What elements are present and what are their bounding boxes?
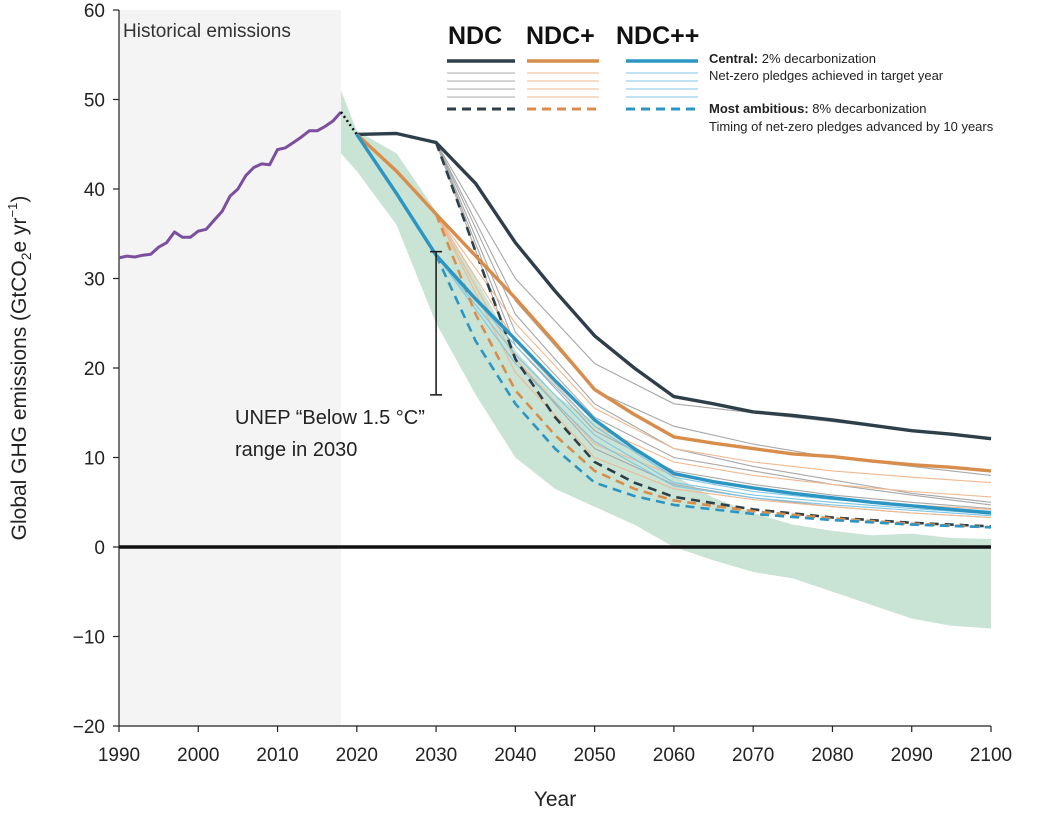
legend-ambitious-text: Most ambitious: 8% decarbonization [709,101,926,116]
legend-central-line2: Net-zero pledges achieved in target year [709,68,944,83]
x-tick-label: 2060 [653,745,695,766]
legend-ndc-plus-title: NDC+ [526,22,595,50]
x-tick-label: 2070 [732,745,774,766]
ndc-central-line [356,131,992,441]
legend-central-text: Central: 2% decarbonization [709,51,876,66]
x-tick-label: 2080 [811,745,853,766]
legend: NDC NDC+ NDC++ Central: 2% decarbonizati… [447,22,994,134]
legend-ndc-title: NDC [448,22,502,50]
x-tick-label: 2030 [415,745,457,766]
unep-band-layer [340,90,991,629]
y-tick-label: 40 [84,180,105,201]
x-tick-label: 2020 [336,745,378,766]
unep-label-line1: UNEP “Below 1.5 °C” [235,407,425,429]
ndc-plus-plus-sensitivity-line [435,254,992,517]
annotation-layer: Historical emissions UNEP “Below 1.5 °C”… [5,21,576,811]
main-series-layer [118,111,992,529]
legend-ndc-plus-plus-title: NDC++ [616,22,699,50]
ndc-sensitivity-line [435,142,992,503]
ndc-plus-plus-sensitivity-line [435,254,992,515]
x-tick-label: 2050 [573,745,615,766]
ndc-plus-sensitivity-line [435,213,992,519]
y-axis-title: Global GHG emissions (GtCO2e yr−1) [5,196,34,541]
y-tick-label: −10 [73,628,105,649]
y-tick-label: 20 [84,359,105,380]
unep-below-1-5-band [340,90,991,629]
ndc-plus-plus-ambitious-line [434,254,992,529]
y-tick-label: 30 [84,270,105,291]
ndc-plus-ambitious-line [434,213,992,529]
x-tick-label: 2000 [177,745,219,766]
unep-label-line2: range in 2030 [235,439,357,461]
x-tick-label: 2010 [256,745,298,766]
historical-emissions-line [118,111,343,260]
sensitivity-lines-layer [435,142,992,519]
ndc-plus-plus-central-line [355,133,992,515]
x-tick-label: 2090 [891,745,933,766]
legend-ambitious-line2: Timing of net-zero pledges advanced by 1… [709,119,994,134]
ndc-sensitivity-line [435,142,992,519]
y-tick-label: 10 [84,449,105,470]
historical-shade-layer [119,10,341,726]
x-tick-label: 2040 [494,745,536,766]
y-tick-label: 60 [84,1,105,22]
ndc-sensitivity-line [435,142,992,506]
x-tick-label: 2100 [970,745,1012,766]
x-axis-title: Year [534,788,576,811]
y-tick-label: −20 [73,717,105,738]
historical-emissions-label: Historical emissions [123,21,291,42]
ndc-plus-sensitivity-line [435,213,992,484]
y-tick-label: 0 [94,538,105,559]
x-tick-label: 1990 [98,745,140,766]
y-tick-label: 50 [84,91,105,112]
historical-shaded-region [119,10,341,726]
ndc-plus-central-line [355,133,992,473]
